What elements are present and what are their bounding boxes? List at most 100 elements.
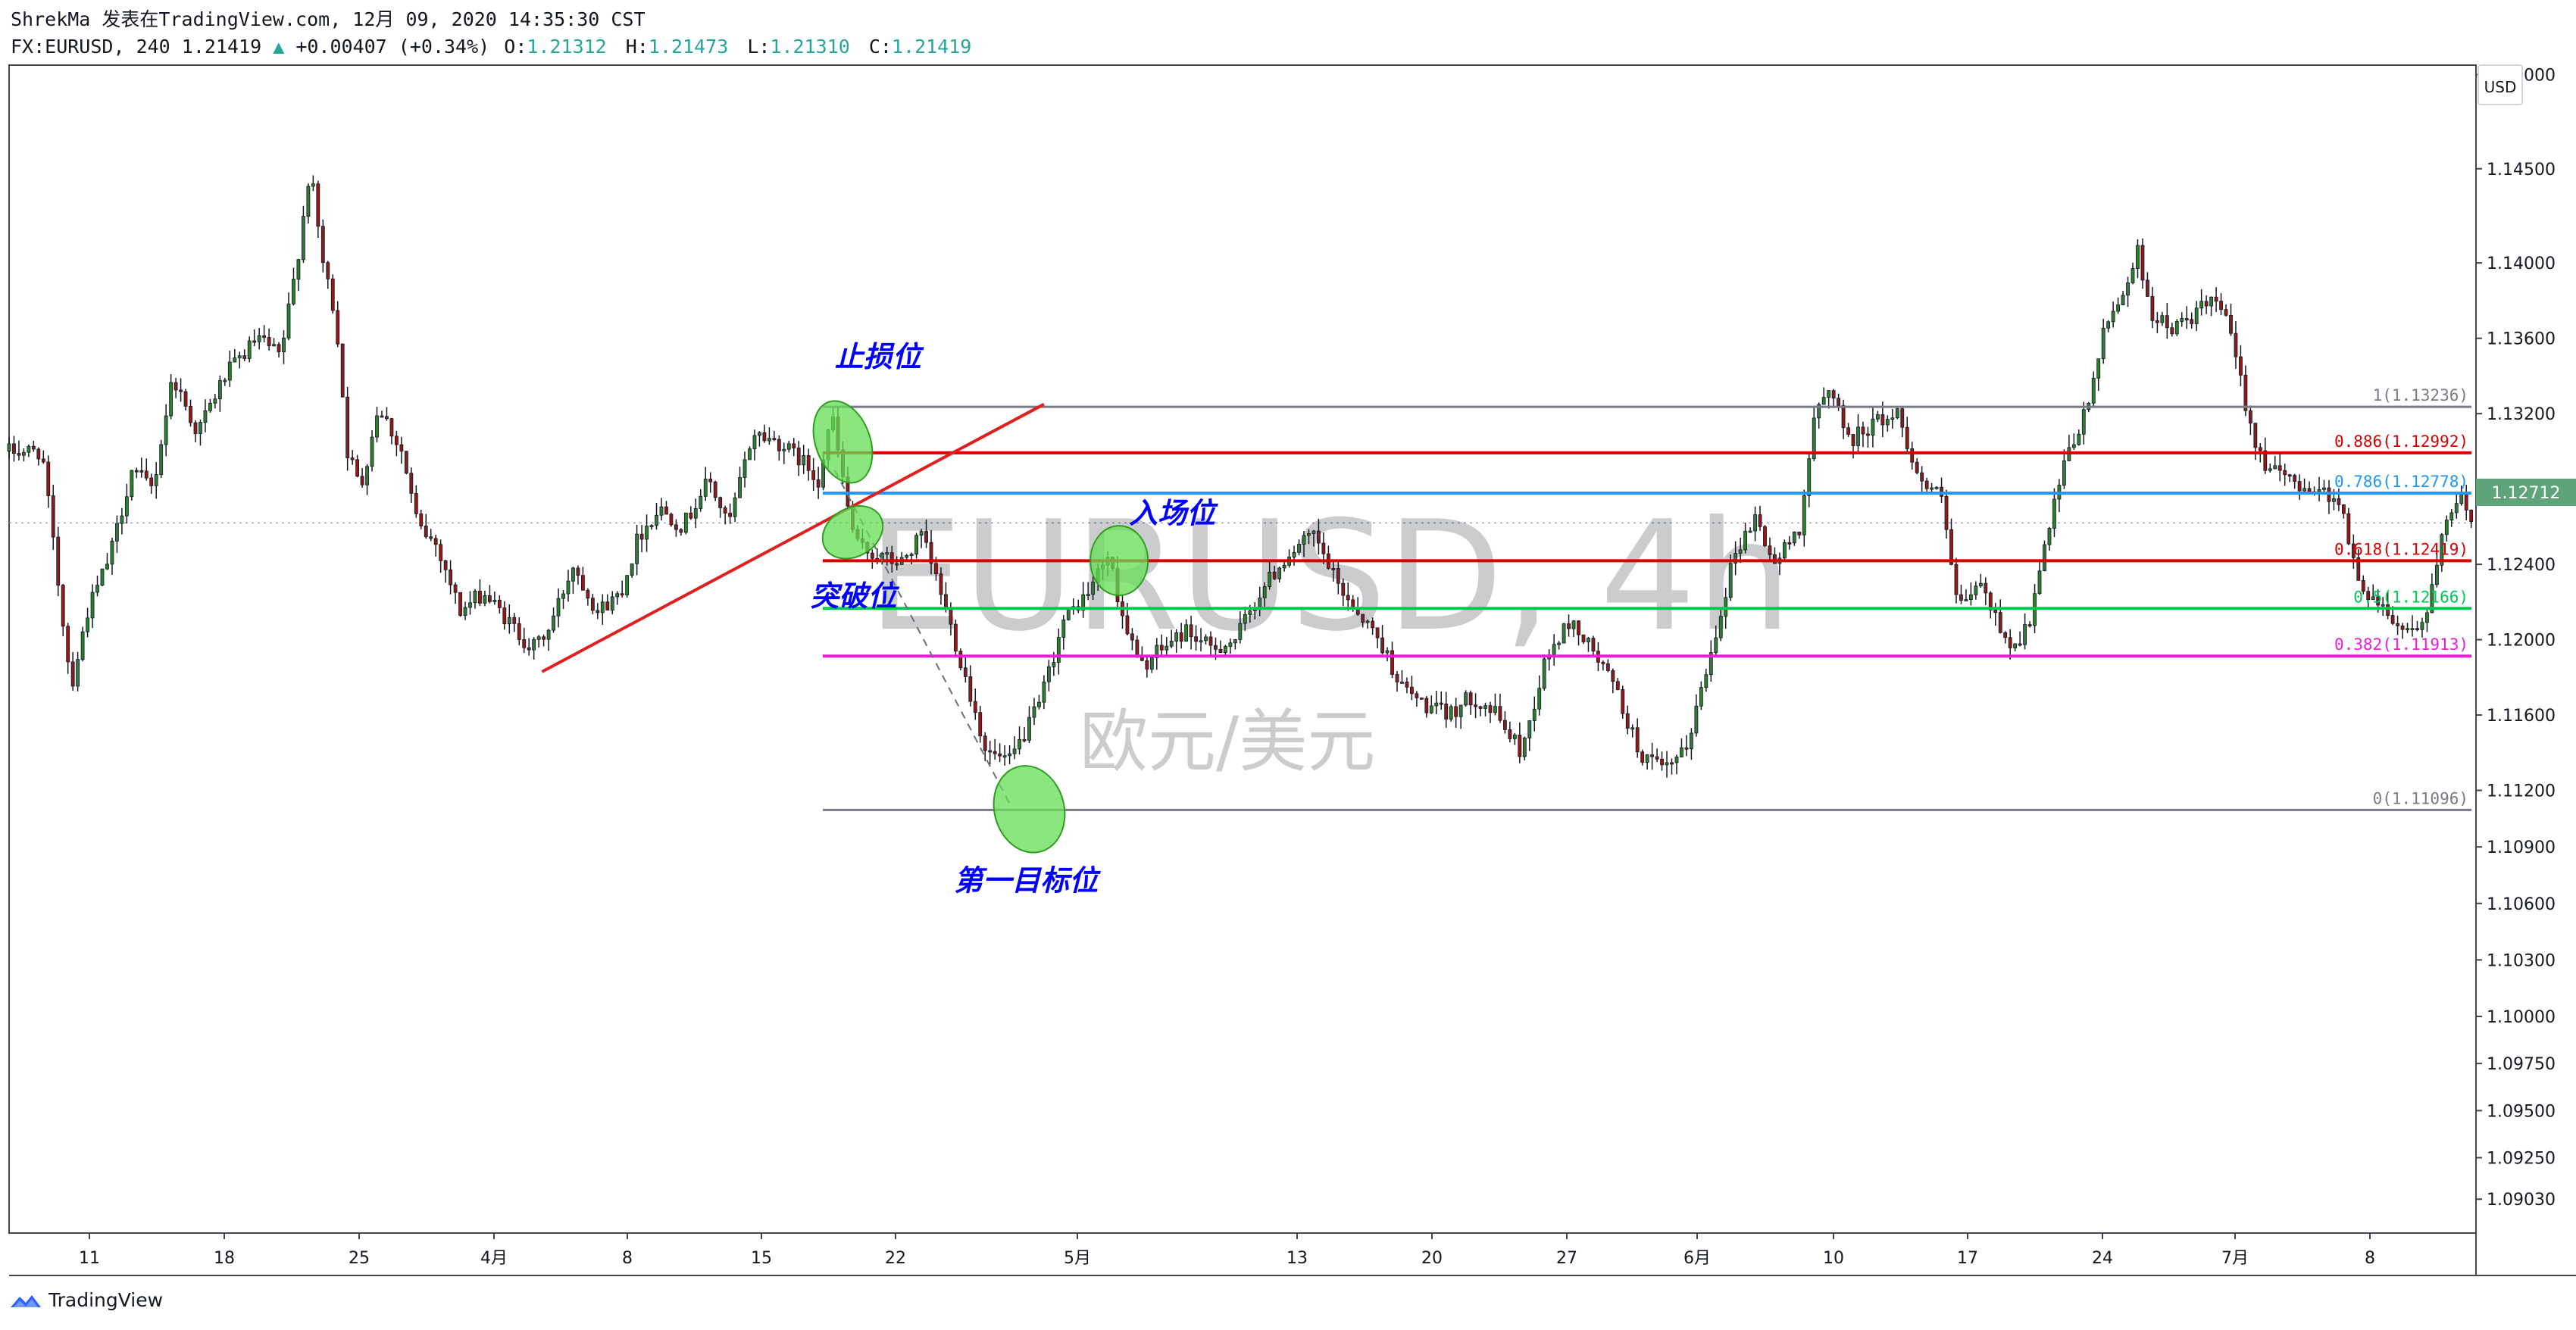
candle-body bbox=[811, 470, 816, 480]
author-name[interactable]: ShrekMa bbox=[11, 8, 91, 30]
tradingview-brand-text: TradingView bbox=[48, 1289, 164, 1311]
highlight-ellipse[interactable] bbox=[813, 495, 893, 569]
candle-body bbox=[1787, 542, 1792, 545]
candle-body bbox=[993, 751, 997, 754]
candle-body bbox=[929, 542, 933, 564]
candle-body bbox=[1684, 747, 1689, 750]
candle-body bbox=[1498, 706, 1502, 721]
candle-body bbox=[1670, 762, 1674, 765]
candle-body bbox=[76, 659, 80, 687]
candle-body bbox=[2194, 308, 2199, 324]
candle-body bbox=[277, 344, 281, 352]
candle-body bbox=[718, 497, 723, 508]
candle-body bbox=[217, 379, 222, 400]
candle-body bbox=[620, 593, 624, 596]
candle-body bbox=[2165, 315, 2169, 329]
candle-body bbox=[1277, 567, 1282, 579]
candle-body bbox=[1851, 434, 1855, 446]
candle-body bbox=[468, 602, 472, 608]
candle-body bbox=[1449, 706, 1453, 720]
projection-dashed-line[interactable] bbox=[833, 470, 1011, 804]
candle-body bbox=[453, 584, 458, 593]
highlight-ellipse[interactable] bbox=[1089, 525, 1149, 597]
candle-body bbox=[311, 183, 315, 187]
candle-body bbox=[924, 531, 928, 543]
footer-brand[interactable]: TradingView bbox=[9, 1289, 163, 1311]
candle-body bbox=[414, 493, 418, 514]
candle-body bbox=[1635, 727, 1640, 753]
candle-body bbox=[385, 416, 389, 420]
candle-body bbox=[1400, 681, 1404, 684]
candle-body bbox=[1224, 646, 1227, 653]
price-tick-label: 1.09030 bbox=[2487, 1191, 2556, 1210]
candle-body bbox=[1375, 627, 1380, 638]
low-label: L: bbox=[747, 36, 771, 58]
fib-level-label: 0.786(1.12778) bbox=[2334, 473, 2468, 491]
candle-body bbox=[742, 459, 747, 478]
candle-body bbox=[296, 259, 301, 279]
candle-body bbox=[2248, 410, 2252, 424]
candle-body bbox=[1346, 595, 1350, 601]
candle-body bbox=[1871, 418, 1875, 436]
candle-body bbox=[748, 448, 752, 461]
price-axis[interactable]: 1.150001.145001.140001.136001.132001.128… bbox=[2476, 64, 2576, 1210]
candle-body bbox=[527, 647, 531, 651]
candle-body bbox=[552, 615, 555, 631]
candle-body bbox=[483, 595, 487, 604]
candle-body bbox=[443, 560, 448, 570]
candle-body bbox=[2234, 332, 2238, 357]
candle-body bbox=[1184, 624, 1189, 642]
header-ohlc-line: FX:EURUSD, 240 1.21419 ▲ +0.00407 (+0.34… bbox=[11, 33, 976, 61]
candle-body bbox=[1395, 674, 1399, 682]
price-tick-label: 1.09500 bbox=[2487, 1102, 2556, 1121]
candle-body bbox=[124, 496, 129, 517]
candle-body bbox=[169, 382, 174, 417]
candle-body bbox=[2184, 318, 2189, 320]
highlight-ellipse[interactable] bbox=[984, 757, 1074, 860]
candle-body bbox=[1915, 461, 1919, 473]
candle-body bbox=[655, 514, 658, 526]
candle-body bbox=[1831, 390, 1836, 399]
candle-body bbox=[934, 563, 938, 575]
candle-body bbox=[1194, 636, 1198, 642]
candle-body bbox=[796, 448, 801, 466]
price-tick-label: 1.09250 bbox=[2487, 1150, 2556, 1169]
chart-frame bbox=[8, 64, 2576, 1276]
annotation-text[interactable]: 止损位 bbox=[835, 340, 924, 373]
candle-body bbox=[272, 344, 276, 347]
candle-body bbox=[816, 479, 821, 488]
annotation-text[interactable]: 第一目标位 bbox=[954, 863, 1101, 897]
highlight-ellipse[interactable] bbox=[803, 392, 883, 491]
time-tick-label: 7月 bbox=[2221, 1249, 2249, 1268]
candle-body bbox=[419, 514, 424, 526]
fib-level-label: 0.5(1.12166) bbox=[2353, 588, 2468, 606]
candle-body bbox=[2071, 444, 2076, 448]
candle-body bbox=[144, 470, 148, 479]
candle-body bbox=[257, 335, 261, 342]
candle-body bbox=[586, 589, 590, 599]
close-label: C: bbox=[868, 36, 892, 58]
candle-body bbox=[1875, 414, 1880, 420]
candle-body bbox=[1984, 582, 1988, 594]
fib-level-label: 0.886(1.12992) bbox=[2334, 432, 2468, 451]
time-axis[interactable]: 11 18 25 4月 8 15 22 5月 13 20 27 6月 10 17 24 7月 8 bbox=[79, 1233, 2375, 1268]
trend-line[interactable] bbox=[541, 402, 1045, 673]
candle-body bbox=[1557, 642, 1562, 645]
candle-body bbox=[2381, 604, 2385, 607]
symbol-label[interactable]: FX:EURUSD, 240 bbox=[11, 36, 170, 58]
candle-body bbox=[2444, 520, 2449, 535]
candle-body bbox=[630, 563, 634, 576]
candle-body bbox=[1905, 426, 1909, 449]
candle-body bbox=[1645, 754, 1649, 763]
candle-body bbox=[1214, 645, 1218, 650]
annotation-text[interactable]: 突破位 bbox=[810, 579, 899, 613]
annotation-text[interactable]: 入场位 bbox=[1129, 496, 1218, 529]
last-value: 1.21419 bbox=[181, 36, 262, 58]
candle-body bbox=[404, 451, 408, 474]
candle-body bbox=[61, 585, 65, 627]
candle-body bbox=[110, 541, 114, 565]
candle-body bbox=[1846, 427, 1850, 435]
candle-body bbox=[1454, 706, 1458, 717]
